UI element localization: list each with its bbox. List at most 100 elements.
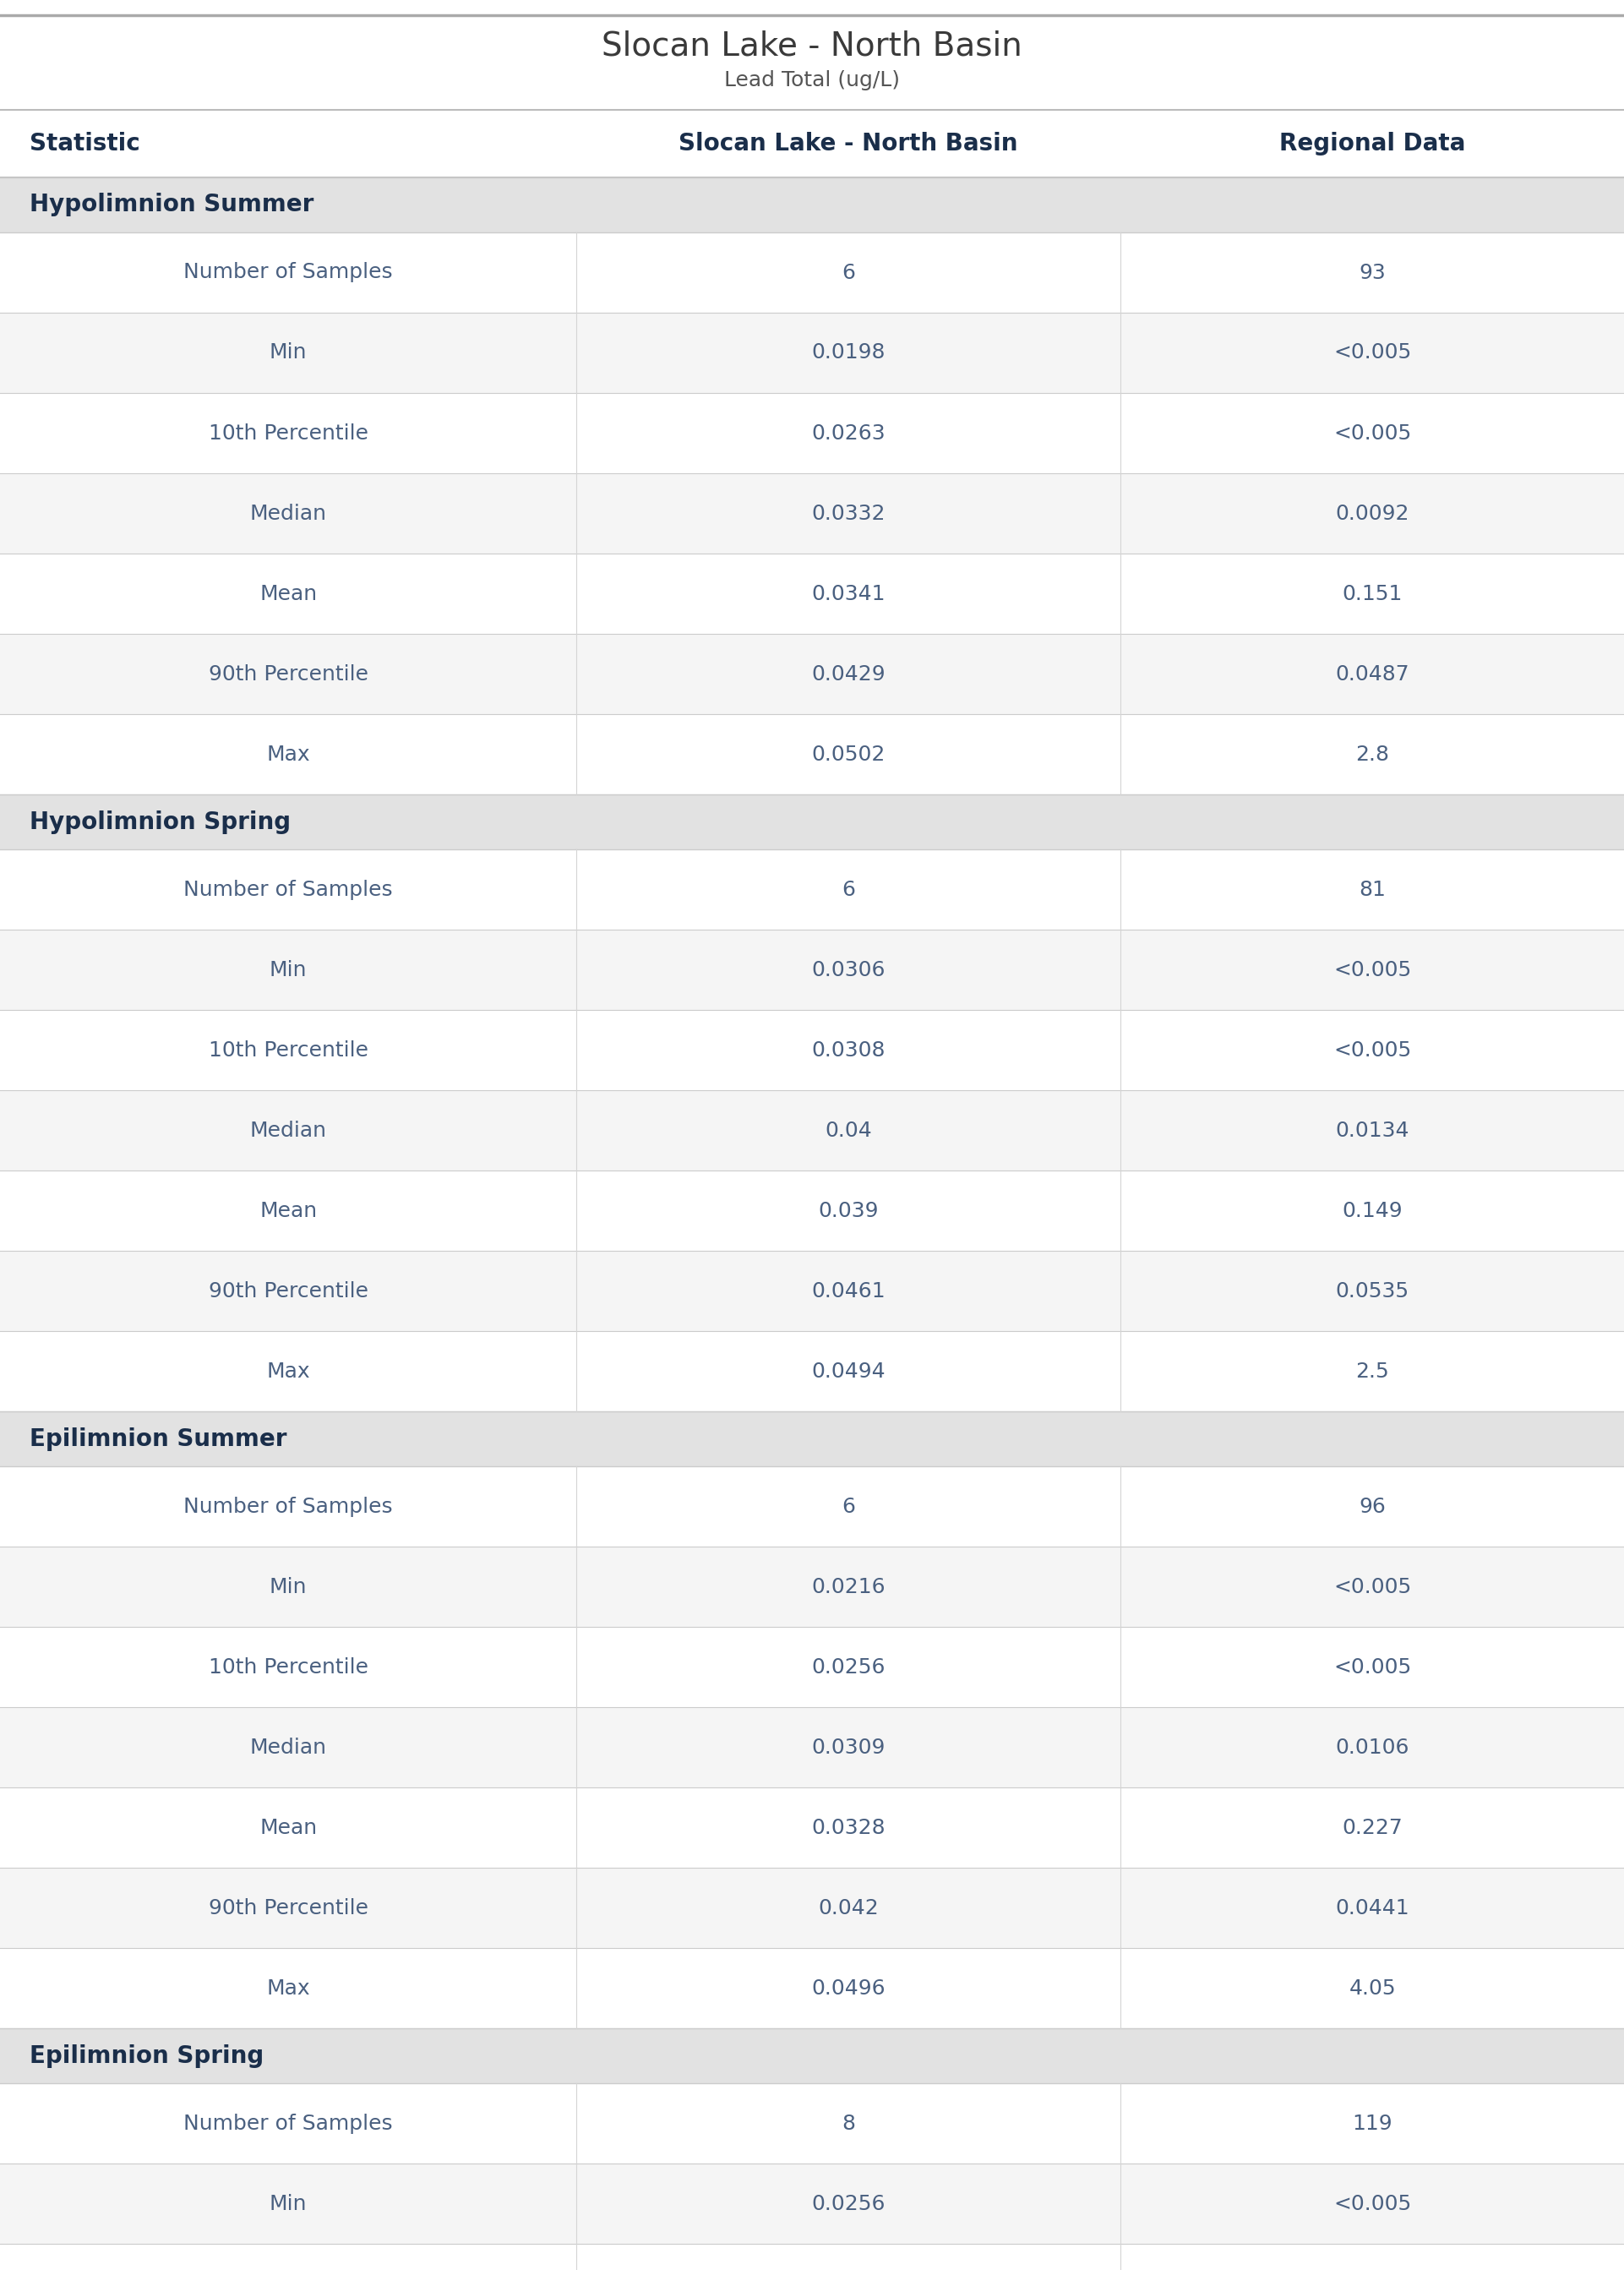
Text: 93: 93: [1359, 263, 1385, 284]
Text: Hypolimnion Spring: Hypolimnion Spring: [29, 810, 291, 833]
Text: 0.0496: 0.0496: [812, 1977, 885, 1998]
Bar: [0, 1090, 1624, 1171]
Text: 2.8: 2.8: [1356, 745, 1389, 765]
Bar: [0, 472, 1624, 554]
Text: Max: Max: [266, 1362, 310, 1382]
Text: Epilimnion Spring: Epilimnion Spring: [29, 2043, 263, 2068]
Text: 0.0487: 0.0487: [1335, 663, 1410, 683]
Text: Max: Max: [266, 1977, 310, 1998]
Text: 0.0441: 0.0441: [1335, 1898, 1410, 1918]
Text: 0.042: 0.042: [818, 1898, 879, 1918]
Bar: [0, 715, 1624, 794]
Text: <0.005: <0.005: [1333, 2193, 1411, 2213]
Text: Slocan Lake - North Basin: Slocan Lake - North Basin: [603, 30, 1021, 64]
Text: 81: 81: [1359, 878, 1385, 899]
Bar: [0, 849, 1624, 931]
Text: <0.005: <0.005: [1333, 1578, 1411, 1596]
Text: 0.0216: 0.0216: [812, 1578, 885, 1596]
Text: Epilimnion Summer: Epilimnion Summer: [29, 1428, 286, 1451]
Bar: [0, 232, 1624, 313]
Text: Mean: Mean: [260, 583, 317, 604]
Text: Median: Median: [250, 504, 326, 524]
Text: Regional Data: Regional Data: [1280, 132, 1465, 157]
Text: Number of Samples: Number of Samples: [184, 1496, 393, 1516]
Text: 90th Percentile: 90th Percentile: [208, 1898, 369, 1918]
Text: 6: 6: [841, 263, 856, 284]
Text: Max: Max: [266, 745, 310, 765]
Bar: [0, 2084, 1624, 2163]
Text: 0.0263: 0.0263: [812, 422, 885, 443]
Text: 0.0306: 0.0306: [812, 960, 885, 981]
Text: 96: 96: [1359, 1496, 1385, 1516]
Text: Min: Min: [270, 343, 307, 363]
Bar: [0, 633, 1624, 715]
Text: Min: Min: [270, 1578, 307, 1596]
Text: Mean: Mean: [260, 1201, 317, 1221]
Text: Hypolimnion Summer: Hypolimnion Summer: [29, 193, 313, 216]
Bar: [0, 2029, 1624, 2084]
Text: 4.05: 4.05: [1350, 1977, 1395, 1998]
Bar: [0, 1330, 1624, 1412]
Bar: [0, 393, 1624, 472]
Bar: [0, 1251, 1624, 1330]
Bar: [0, 1948, 1624, 2029]
Bar: [0, 1868, 1624, 1948]
Text: 0.0328: 0.0328: [812, 1818, 885, 1839]
Bar: [0, 554, 1624, 633]
Text: Statistic: Statistic: [29, 132, 140, 157]
Text: <0.005: <0.005: [1333, 1657, 1411, 1678]
Text: Number of Samples: Number of Samples: [184, 878, 393, 899]
Text: 90th Percentile: 90th Percentile: [208, 1280, 369, 1301]
Bar: [0, 177, 1624, 232]
Text: Mean: Mean: [260, 1818, 317, 1839]
Text: 10th Percentile: 10th Percentile: [208, 1040, 369, 1060]
Bar: [0, 313, 1624, 393]
Text: 0.151: 0.151: [1341, 583, 1403, 604]
Text: 0.0341: 0.0341: [812, 583, 885, 604]
Text: Slocan Lake - North Basin: Slocan Lake - North Basin: [679, 132, 1018, 157]
Bar: [0, 109, 1624, 177]
Text: 119: 119: [1353, 2113, 1392, 2134]
Text: 10th Percentile: 10th Percentile: [208, 1657, 369, 1678]
Text: 6: 6: [841, 878, 856, 899]
Text: 0.149: 0.149: [1341, 1201, 1403, 1221]
Bar: [0, 1707, 1624, 1786]
Text: 10th Percentile: 10th Percentile: [208, 422, 369, 443]
Bar: [0, 1546, 1624, 1628]
Text: 0.0502: 0.0502: [812, 745, 885, 765]
Text: 0.0309: 0.0309: [812, 1737, 885, 1757]
Bar: [0, 1628, 1624, 1707]
Text: 0.0256: 0.0256: [812, 2193, 885, 2213]
Text: <0.005: <0.005: [1333, 1040, 1411, 1060]
Text: 0.0461: 0.0461: [812, 1280, 885, 1301]
Text: 0.0092: 0.0092: [1335, 504, 1410, 524]
Text: 0.0429: 0.0429: [812, 663, 885, 683]
Text: Lead Total (ug/L): Lead Total (ug/L): [724, 70, 900, 91]
Bar: [0, 1010, 1624, 1090]
Text: 90th Percentile: 90th Percentile: [208, 663, 369, 683]
Text: 0.0494: 0.0494: [812, 1362, 885, 1382]
Text: Number of Samples: Number of Samples: [184, 263, 393, 284]
Text: Median: Median: [250, 1737, 326, 1757]
Bar: [0, 794, 1624, 849]
Text: 0.227: 0.227: [1341, 1818, 1403, 1839]
Text: 0.0332: 0.0332: [812, 504, 885, 524]
Text: 0.0308: 0.0308: [812, 1040, 885, 1060]
Text: 0.0535: 0.0535: [1335, 1280, 1410, 1301]
Text: 0.0106: 0.0106: [1335, 1737, 1410, 1757]
Text: Number of Samples: Number of Samples: [184, 2113, 393, 2134]
Bar: [0, 1466, 1624, 1546]
Text: 8: 8: [841, 2113, 856, 2134]
Text: 0.0134: 0.0134: [1335, 1119, 1410, 1140]
Text: Median: Median: [250, 1119, 326, 1140]
Bar: [0, 2163, 1624, 2243]
Bar: [0, 1412, 1624, 1466]
Text: <0.005: <0.005: [1333, 422, 1411, 443]
Text: 0.0256: 0.0256: [812, 1657, 885, 1678]
Text: 6: 6: [841, 1496, 856, 1516]
Text: 2.5: 2.5: [1356, 1362, 1389, 1382]
Bar: [0, 1786, 1624, 1868]
Text: Min: Min: [270, 2193, 307, 2213]
Bar: [0, 2243, 1624, 2270]
Text: 0.039: 0.039: [818, 1201, 879, 1221]
